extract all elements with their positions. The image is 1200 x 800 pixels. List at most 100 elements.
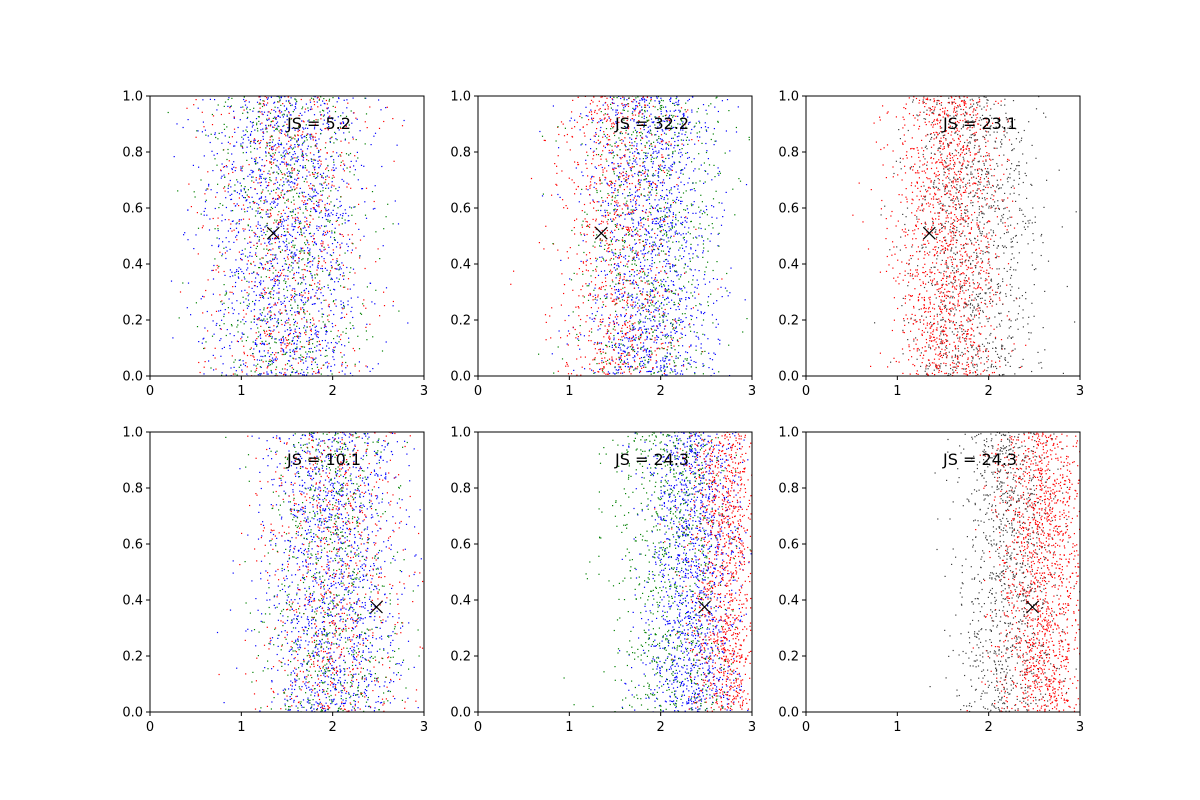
point: [204, 193, 206, 195]
point: [669, 211, 671, 213]
point: [359, 239, 362, 241]
point: [297, 183, 299, 185]
point: [229, 143, 231, 145]
point: [637, 180, 639, 182]
point: [318, 98, 321, 100]
point: [219, 324, 221, 327]
point: [624, 273, 626, 275]
point: [346, 182, 348, 184]
point: [675, 309, 677, 311]
point: [326, 269, 328, 271]
point: [703, 313, 705, 315]
point: [294, 134, 296, 136]
point: [223, 174, 225, 176]
point: [295, 348, 297, 350]
point: [352, 243, 354, 245]
point: [290, 144, 292, 146]
point: [272, 259, 274, 261]
point: [225, 290, 227, 292]
point: [306, 356, 308, 358]
point: [620, 358, 622, 361]
point: [240, 143, 242, 145]
point: [674, 200, 676, 202]
point: [255, 163, 257, 165]
point: [256, 255, 258, 257]
point: [294, 146, 296, 148]
point: [598, 362, 600, 365]
point: [272, 265, 274, 267]
point: [318, 226, 320, 228]
point: [622, 193, 624, 195]
point: [250, 145, 252, 147]
point: [638, 120, 640, 122]
point: [594, 294, 596, 296]
point: [336, 258, 338, 260]
point: [323, 286, 325, 288]
point: [268, 240, 270, 243]
point: [663, 182, 665, 184]
point: [640, 333, 642, 336]
point: [574, 328, 576, 331]
point: [692, 212, 694, 214]
point: [659, 221, 661, 223]
point: [578, 315, 580, 317]
point: [609, 139, 611, 141]
point: [690, 269, 692, 271]
point: [310, 106, 312, 108]
point: [295, 358, 297, 360]
point: [664, 290, 666, 292]
point: [324, 325, 326, 327]
point: [328, 273, 330, 275]
point: [598, 201, 600, 203]
point: [300, 227, 302, 230]
point: [265, 234, 267, 236]
point: [602, 321, 604, 323]
point: [319, 248, 321, 251]
point: [309, 250, 311, 252]
point: [274, 116, 276, 118]
point: [223, 105, 225, 107]
point: [678, 176, 680, 178]
point: [642, 205, 644, 207]
point: [661, 224, 663, 226]
point: [656, 152, 658, 154]
point: [637, 152, 639, 154]
point: [259, 111, 261, 113]
point: [617, 257, 619, 259]
point: [372, 208, 374, 210]
point: [655, 245, 657, 247]
point: [245, 151, 247, 154]
point: [214, 207, 216, 210]
point: [216, 264, 218, 267]
point: [260, 185, 262, 187]
point: [615, 121, 617, 123]
point: [259, 366, 261, 368]
point: [309, 252, 311, 254]
point: [255, 177, 257, 179]
point: [651, 121, 653, 123]
point: [262, 229, 264, 231]
point: [615, 114, 617, 116]
point: [598, 342, 601, 344]
point: [288, 360, 291, 362]
point: [268, 182, 270, 184]
point: [625, 205, 627, 207]
point: [271, 201, 273, 203]
point: [297, 283, 299, 285]
point: [255, 179, 257, 181]
point: [242, 147, 244, 149]
point: [325, 362, 327, 364]
point: [579, 129, 581, 131]
point: [629, 280, 631, 282]
point: [290, 255, 292, 258]
point: [380, 109, 382, 111]
point: [604, 146, 606, 149]
point: [364, 97, 366, 99]
point: [637, 173, 639, 175]
point: [613, 321, 615, 323]
point: [655, 150, 657, 152]
point: [320, 327, 322, 329]
point: [269, 364, 272, 366]
point: [640, 268, 643, 270]
point: [601, 314, 603, 316]
